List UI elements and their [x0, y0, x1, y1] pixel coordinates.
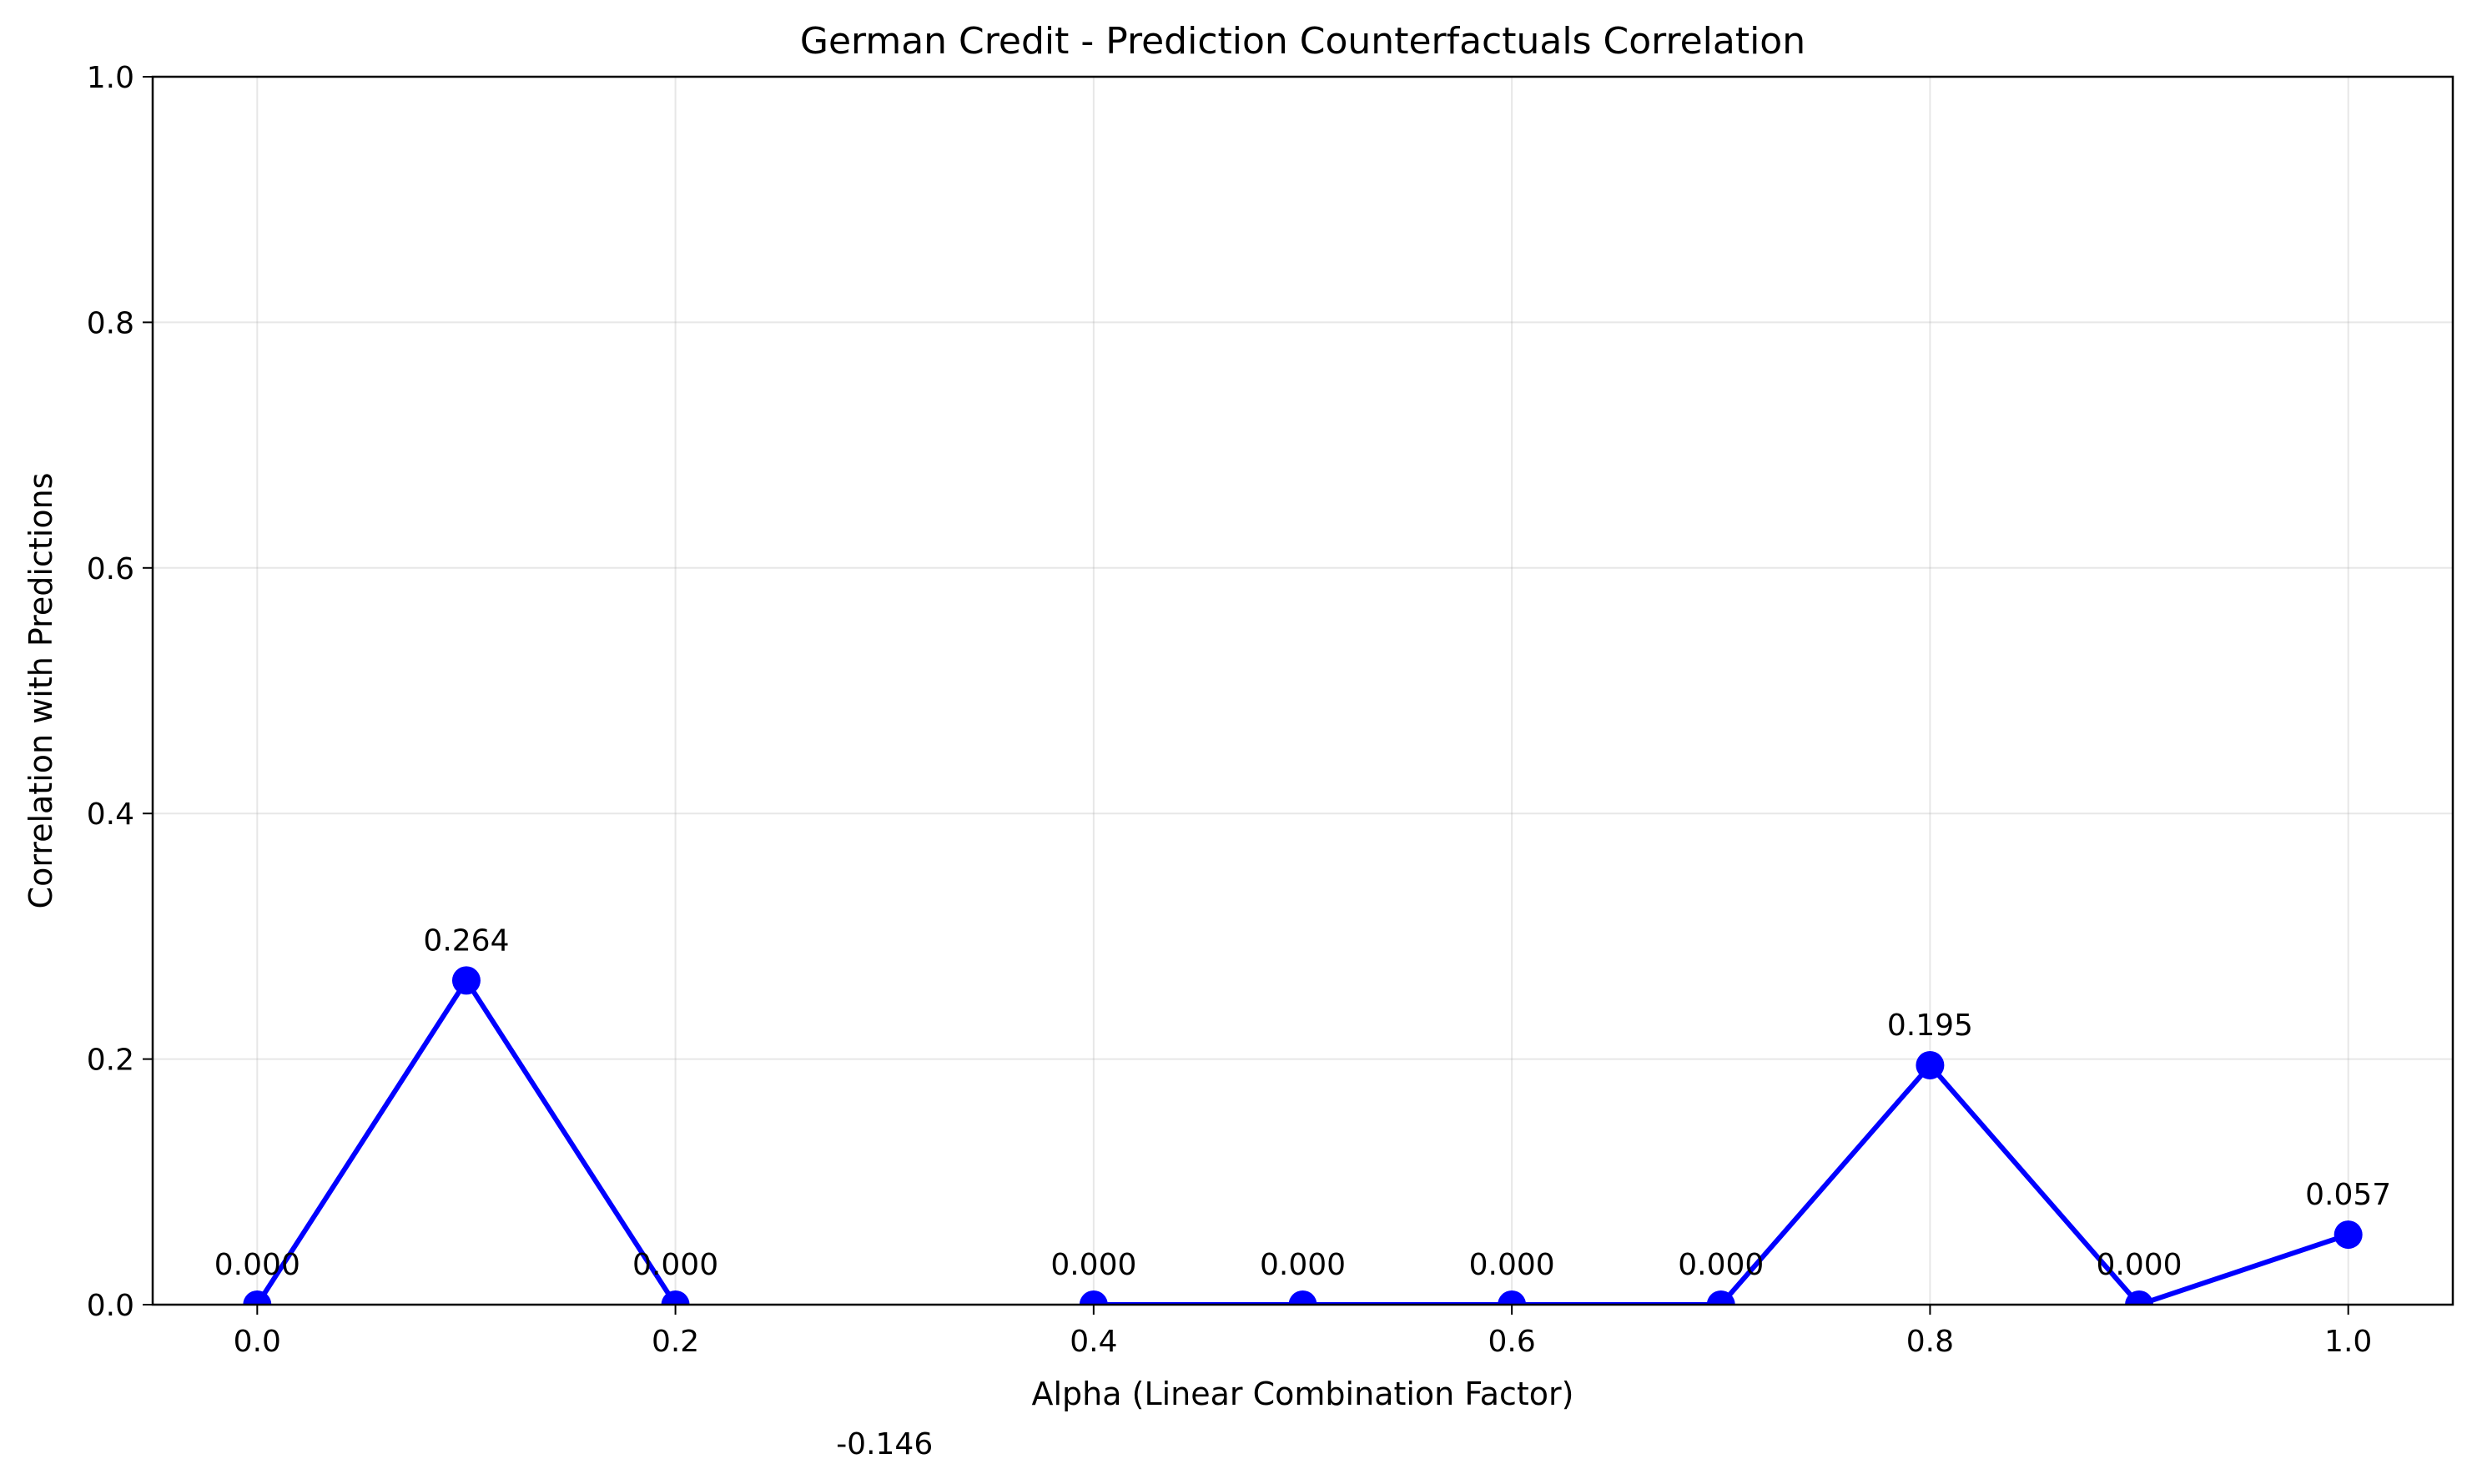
data-point: [1288, 1290, 1317, 1305]
chart-title: German Credit - Prediction Counterfactua…: [800, 20, 1805, 63]
data-label: 0.000: [632, 1248, 718, 1282]
x-axis-label: Alpha (Linear Combination Factor): [1032, 1376, 1574, 1412]
data-label: 0.000: [214, 1248, 300, 1282]
data-point: [661, 1290, 690, 1305]
data-label: 0.057: [2305, 1178, 2391, 1212]
x-tick-label: 0.2: [652, 1325, 699, 1359]
data-point: [1498, 1290, 1527, 1305]
x-tick-label: 0.4: [1070, 1325, 1117, 1359]
data-label: 0.000: [1260, 1248, 1346, 1282]
series-group: [243, 966, 2363, 1305]
plot-area: [243, 966, 2363, 1305]
x-tick-label: 1.0: [2324, 1325, 2372, 1359]
y-tick-label: 0.6: [87, 552, 134, 586]
data-label: 0.000: [1050, 1248, 1136, 1282]
data-label: 0.000: [2097, 1248, 2182, 1282]
y-tick-label: 0.0: [87, 1289, 134, 1323]
ticks: 0.0 0.2 0.4 0.6 0.8 1.0 0.0 0.2 0.4 0.6 0.8 1.0: [87, 61, 2373, 1359]
series-line: [254, 978, 2349, 1305]
axes-frame: [151, 75, 2454, 1306]
y-tick-label: 0.8: [87, 306, 134, 340]
data-point: [1916, 1050, 1945, 1079]
data-point: [451, 966, 481, 995]
data-point: [2334, 1220, 2363, 1250]
x-tick-label: 0.6: [1488, 1325, 1536, 1359]
data-point: [1079, 1290, 1108, 1305]
data-point: [243, 1290, 272, 1305]
x-tick-label: 0.0: [234, 1325, 281, 1359]
data-point: [1706, 1290, 1735, 1305]
data-label: 0.000: [1469, 1248, 1555, 1282]
data-label: 0.000: [1678, 1248, 1764, 1282]
data-point: [2125, 1290, 2154, 1305]
y-axis-label: Correlation with Predictions: [23, 473, 59, 909]
data-label: 0.264: [423, 923, 509, 958]
y-tick-label: 0.4: [87, 797, 134, 832]
y-tick-label: 0.2: [87, 1044, 134, 1078]
data-label: 0.195: [1887, 1009, 1973, 1043]
data-label: -0.146: [836, 1427, 933, 1461]
x-tick-label: 0.8: [1906, 1325, 1954, 1359]
y-tick-label: 1.0: [87, 61, 134, 95]
